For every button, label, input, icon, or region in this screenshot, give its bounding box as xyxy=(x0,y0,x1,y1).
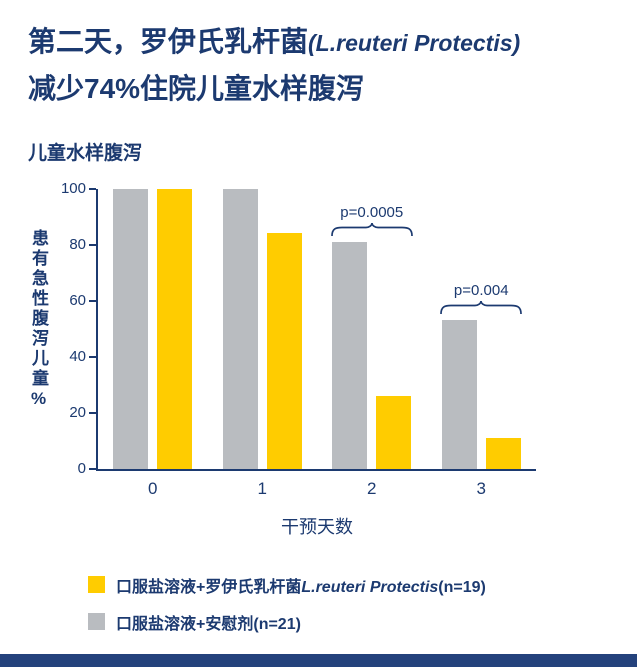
bar xyxy=(376,395,412,469)
y-tick-mark xyxy=(89,187,96,190)
y-axis-label: 患有急性腹泻儿童% xyxy=(29,228,48,411)
title-latin-name: (L.reuteri Protectis) xyxy=(308,30,521,56)
y-tick-mark xyxy=(89,299,96,302)
legend-swatch-yellow xyxy=(88,576,105,594)
bar xyxy=(266,233,302,469)
title-text: 第二天，罗伊氏乳杆菌 xyxy=(28,26,309,57)
bar xyxy=(441,320,477,469)
y-tick-label: 80 xyxy=(69,235,86,253)
y-tick-mark xyxy=(89,467,96,470)
x-tick-label: 1 xyxy=(257,478,267,498)
bar-group-day-2: p=0.0005 xyxy=(317,189,427,469)
y-tick-label: 40 xyxy=(69,347,86,365)
legend-swatch-gray xyxy=(88,613,105,631)
x-tick-labels: 0 1 2 3 xyxy=(98,479,536,499)
y-tick-mark xyxy=(89,355,96,358)
legend-text-latin: L.reuteri Protectis xyxy=(301,578,439,596)
chart-heading: 儿童水样腹泻 xyxy=(28,142,143,164)
x-tick-label: 3 xyxy=(476,478,486,498)
page-title-line1: 第二天，罗伊氏乳杆菌(L.reuteri Protectis) xyxy=(28,22,613,61)
p-value-annotation: p=0.0005 xyxy=(330,204,414,236)
page-title-line2: 减少74%住院儿童水样腹泻 xyxy=(28,73,365,105)
legend-text: 口服盐溶液+安慰剂 xyxy=(116,615,254,633)
bar xyxy=(113,188,149,469)
x-tick-label: 0 xyxy=(148,478,158,498)
legend-item-probiotic: 口服盐溶液+罗伊氏乳杆菌L.reuteri Protectis(n=19) xyxy=(88,573,637,597)
legend-label-placebo: 口服盐溶液+安慰剂(n=21) xyxy=(116,610,301,634)
header: 第二天，罗伊氏乳杆菌(L.reuteri Protectis) 减少74%住院儿… xyxy=(0,0,637,108)
bar-group-day-3: p=0.004 xyxy=(427,189,537,469)
bar xyxy=(485,437,521,469)
y-tick-mark xyxy=(89,243,96,246)
bar xyxy=(332,241,368,469)
legend-text-n: (n=21) xyxy=(253,615,301,633)
y-tick-mark xyxy=(89,411,96,414)
bar xyxy=(222,188,258,469)
legend-text: 口服盐溶液+罗伊氏乳杆菌 xyxy=(116,578,302,596)
bar-group-day-0 xyxy=(98,188,208,469)
p-value-annotation: p=0.004 xyxy=(439,282,523,315)
legend: 口服盐溶液+罗伊氏乳杆菌L.reuteri Protectis(n=19) 口服… xyxy=(88,573,637,634)
y-tick-label: 60 xyxy=(69,291,86,309)
bar-group-day-1 xyxy=(208,188,318,469)
plot-area: p=0.0005 p=0.004 0 1 2 3 干预天数 0 20 40 60 80 100 xyxy=(61,181,537,537)
bars-row: p=0.0005 p=0.004 xyxy=(98,188,537,469)
bar-chart: 患有急性腹泻儿童% p=0.0005 p=0.004 0 1 2 3 干预天数 0 20 4… xyxy=(0,181,637,537)
legend-text-n: (n=19) xyxy=(438,578,486,596)
p-value-label: p=0.0005 xyxy=(340,203,404,221)
y-tick-label: 100 xyxy=(60,179,86,197)
y-tick-label: 0 xyxy=(77,459,86,477)
p-value-label: p=0.004 xyxy=(453,282,509,300)
legend-item-placebo: 口服盐溶液+安慰剂(n=21) xyxy=(88,610,637,634)
x-axis-title: 干预天数 xyxy=(281,516,353,537)
legend-label-probiotic: 口服盐溶液+罗伊氏乳杆菌L.reuteri Protectis(n=19) xyxy=(116,573,486,597)
brace-icon xyxy=(330,222,413,236)
bar xyxy=(157,188,193,469)
brace-icon xyxy=(440,301,523,315)
y-tick-label: 20 xyxy=(69,403,86,421)
bottom-accent-bar xyxy=(0,654,637,667)
x-tick-label: 2 xyxy=(367,478,377,498)
